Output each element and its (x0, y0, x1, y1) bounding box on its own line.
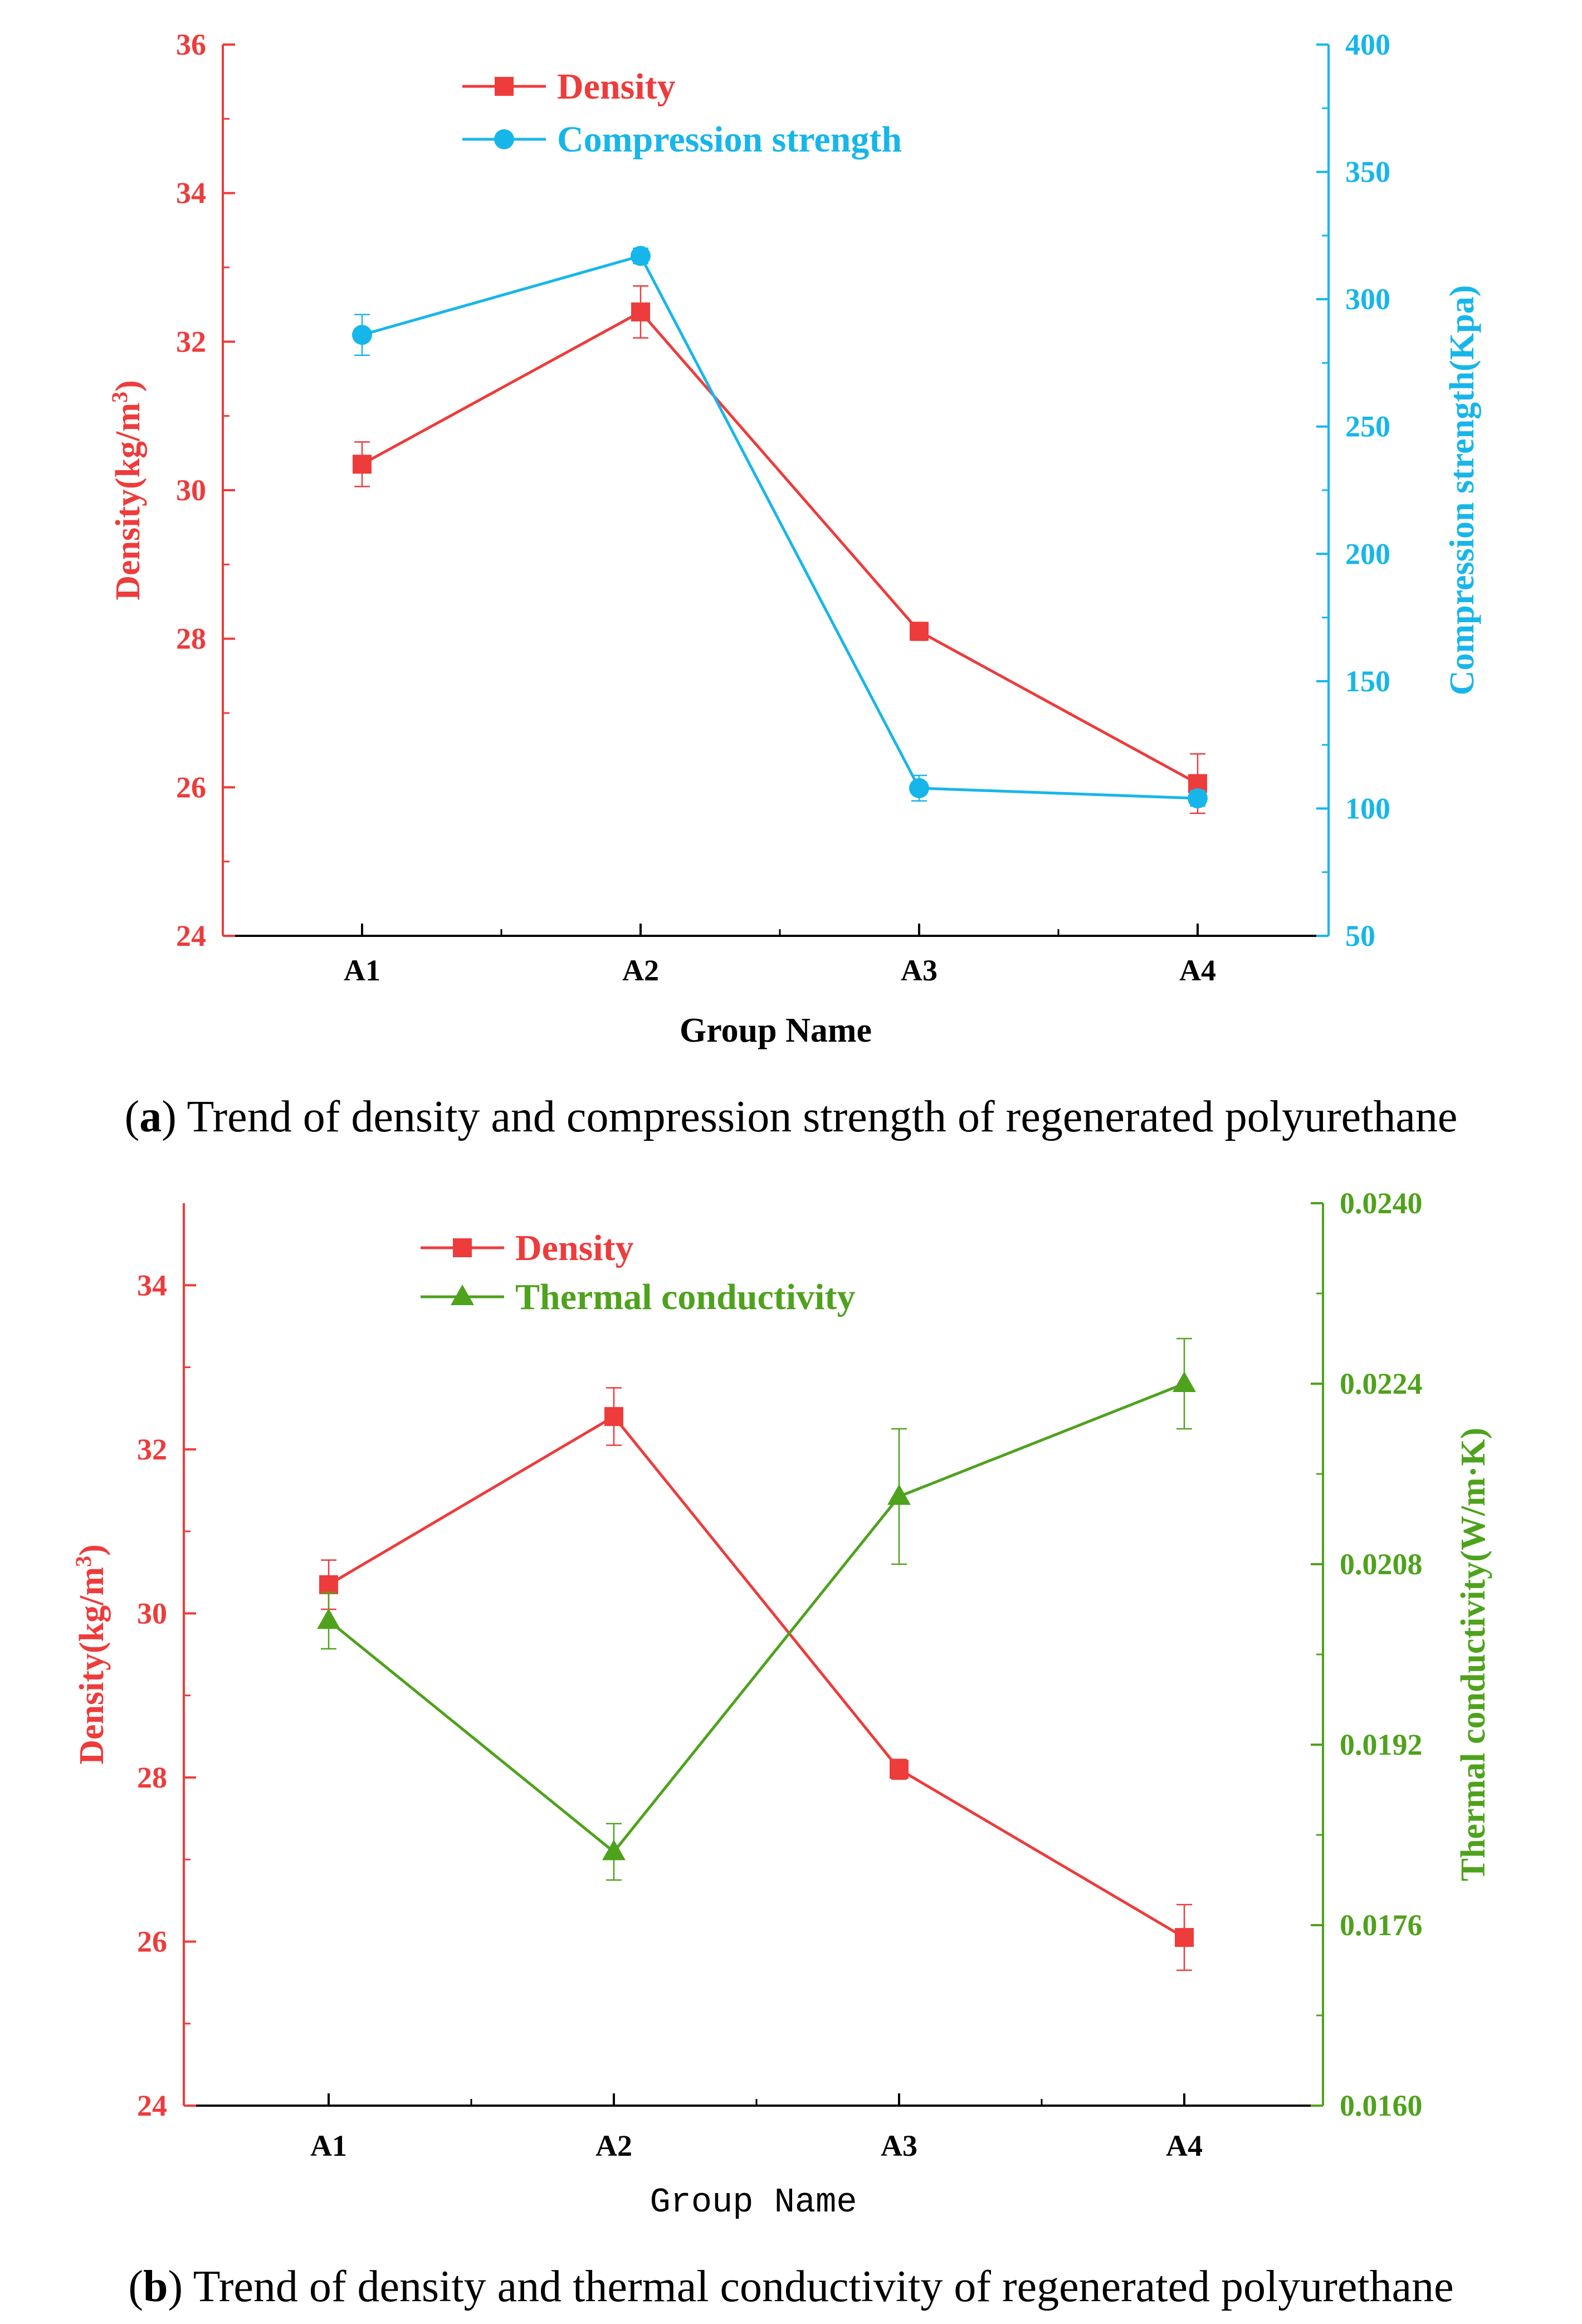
pb-left-tick-label: 30 (137, 1596, 167, 1630)
pb-x-tick-label: A1 (310, 2129, 347, 2162)
pb-thermal-conductivity-point (1173, 1371, 1196, 1392)
pb-right-tick-label: 0.0208 (1340, 1547, 1423, 1581)
pa-x-tick-label: A1 (344, 954, 380, 987)
pa-left-axis-title-end: ) (109, 380, 147, 392)
pb-left-axis-title-end: ) (73, 1544, 111, 1556)
pa-compression-strength-line (362, 254, 1198, 800)
pa-left-tick-label: 34 (176, 177, 206, 210)
pb-left-axis-title-sup: 3 (71, 1556, 96, 1567)
pa-left-axis-title: Density(kg/m3) (107, 380, 148, 600)
pa-density-point (910, 622, 929, 641)
pa-compression-strength-point (352, 325, 372, 345)
pa-right-tick-label: 300 (1345, 282, 1390, 316)
pb-right-axis-title: Thermal conductivity(W/m·K) (1454, 1428, 1492, 1882)
pa-density-point (353, 455, 372, 474)
pb-density-point (1175, 1928, 1194, 1947)
pb-x-tick-label: A4 (1166, 2129, 1203, 2162)
pa-density-line (361, 310, 1199, 785)
pb-x-axis-title: Group Name (650, 2183, 857, 2222)
pb-right-tick-label: 0.0176 (1340, 1908, 1423, 1942)
caption-a-label: a (139, 1092, 162, 1141)
pa-legend-marker-compression-strength (494, 129, 514, 149)
chart-a: 24 26 28 30 32 34 36 50 100 150 200 250 300 350 400 A1 A… (107, 28, 1482, 1049)
caption-b-label: b (143, 2262, 168, 2311)
pb-right-tick-label: 0.0192 (1340, 1728, 1423, 1761)
pa-left-tick-label: 30 (176, 473, 206, 507)
pb-thermal-conductivity-point (887, 1484, 911, 1505)
pb-legend-marker-thermal-conductivity (451, 1285, 474, 1305)
pa-x-tick-label: A3 (901, 954, 938, 987)
pa-left-tick-label: 24 (176, 919, 206, 953)
pa-compression-strength-point (909, 778, 929, 798)
chart-b: 24 26 28 30 32 34 0.0160 0.0176 0.0192 0.0208 0.02… (71, 1187, 1493, 2222)
pa-right-tick-label: 400 (1345, 28, 1390, 61)
pa-compression-strength-point (631, 246, 651, 266)
pa-right-tick-label: 150 (1345, 665, 1390, 698)
pa-x-tick-label: A2 (622, 954, 659, 987)
pa-right-tick-label: 250 (1345, 410, 1390, 443)
pa-left-tick-label: 28 (176, 622, 206, 656)
pb-left-tick-label: 28 (137, 1761, 167, 1794)
pb-left-tick-label: 34 (137, 1268, 167, 1302)
pb-legend-marker-density (453, 1238, 472, 1257)
pa-left-axis-title-sup: 3 (107, 392, 132, 403)
pa-right-axis-title: Compression strength(Kpa) (1443, 285, 1481, 696)
pb-density-point (319, 1575, 338, 1594)
caption-a: (a) Trend of density and compression str… (124, 1092, 1458, 1141)
caption-a-text: Trend of density and compression strengt… (187, 1092, 1458, 1141)
pa-compression-strength-point (1188, 788, 1208, 809)
pa-left-tick-label: 26 (176, 770, 206, 804)
pb-legend-label-density: Density (515, 1228, 634, 1268)
pb-legend-label-thermal-conductivity: Thermal conductivity (515, 1277, 855, 1317)
pb-density-point (604, 1407, 623, 1426)
caption-b: (b) Trend of density and thermal conduct… (128, 2262, 1454, 2311)
pb-right-tick-label: 0.0160 (1340, 2089, 1423, 2122)
pa-density-point (631, 302, 650, 321)
pa-left-axis-title-main: Density(kg/m (109, 403, 147, 600)
pa-legend-label-density: Density (557, 66, 676, 107)
pa-x-axis-title: Group Name (680, 1012, 872, 1049)
pb-left-tick-label: 24 (137, 2089, 167, 2122)
pa-left-tick-label: 36 (176, 28, 206, 61)
pa-x-tick-label: A4 (1179, 954, 1216, 987)
pb-right-tick-label: 0.0240 (1340, 1187, 1423, 1220)
pa-right-tick-label: 50 (1345, 919, 1375, 953)
pb-left-tick-label: 32 (137, 1433, 167, 1466)
pb-left-tick-label: 26 (137, 1925, 167, 1958)
pb-x-tick-label: A3 (881, 2129, 917, 2162)
pa-right-tick-label: 100 (1345, 792, 1390, 825)
pb-right-tick-label: 0.0224 (1340, 1367, 1423, 1400)
pb-thermal-conductivity-point (317, 1608, 340, 1629)
pa-legend-marker-density (495, 77, 514, 96)
pb-density-point (890, 1760, 909, 1779)
pb-thermal-conductivity-line (328, 1382, 1185, 1854)
pa-right-tick-label: 200 (1345, 537, 1390, 570)
pa-right-tick-label: 350 (1345, 155, 1390, 189)
pa-legend-label-compression-strength: Compression strength (557, 119, 902, 160)
pb-left-axis-title-main: Density(kg/m (73, 1567, 111, 1765)
caption-b-text: Trend of density and thermal conductivit… (193, 2262, 1454, 2311)
pb-density-line (328, 1414, 1185, 1939)
pa-left-tick-label: 32 (176, 325, 206, 358)
pb-left-axis-title: Density(kg/m3) (71, 1544, 111, 1764)
pb-thermal-conductivity-point (602, 1839, 626, 1861)
pb-x-tick-label: A2 (595, 2129, 632, 2162)
